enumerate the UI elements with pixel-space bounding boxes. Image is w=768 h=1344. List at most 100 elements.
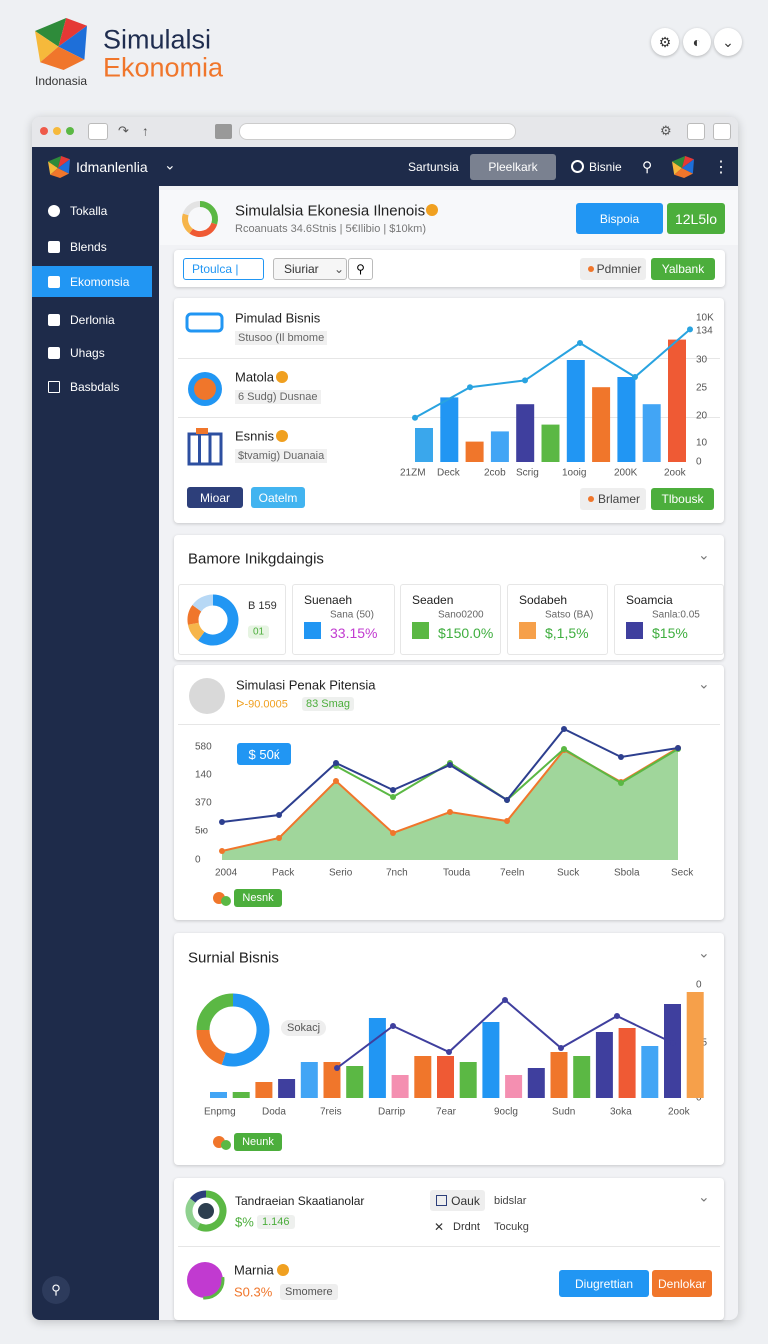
- sidebar-item[interactable]: Basbdals: [70, 380, 120, 394]
- x-tick-label: Darrip: [378, 1106, 406, 1118]
- summary-card: [174, 535, 724, 660]
- x-tick-label: 21ZM: [400, 467, 426, 479]
- filter-action[interactable]: Yalbank: [651, 258, 715, 280]
- y-tick-label: 370: [195, 797, 212, 809]
- site-icon: [215, 124, 232, 139]
- small-button[interactable]: Mioar: [187, 487, 243, 508]
- y-tick-label: 30: [696, 354, 708, 366]
- y-tick-label: 10: [696, 437, 708, 449]
- divider: [178, 724, 720, 725]
- x-tick-label: 2004: [215, 867, 238, 879]
- up-icon: ↑: [142, 123, 149, 139]
- primary-button[interactable]: Bispoia: [576, 203, 663, 234]
- reload-button[interactable]: [88, 123, 108, 140]
- y-tick-label: 140: [195, 769, 212, 781]
- y-tick-label: 10K: [696, 312, 714, 324]
- stat-swatch: [626, 622, 643, 639]
- card-tag[interactable]: Brlamer: [580, 488, 646, 510]
- nav-bar: [32, 147, 738, 186]
- section-title: Tandraeian Skaatianolar: [235, 1194, 365, 1208]
- stat-tile: [292, 584, 395, 655]
- address-bar[interactable]: [239, 123, 516, 140]
- tag-dot: [588, 496, 594, 502]
- divider: [178, 1246, 720, 1247]
- x-tick-label: 2ook: [668, 1106, 690, 1118]
- sidebar-item[interactable]: Uhags: [70, 346, 105, 360]
- top-action[interactable]: ⌄: [714, 28, 742, 56]
- primary-button[interactable]: Diugrettian: [559, 1270, 649, 1297]
- stat-value: $150.0%: [438, 625, 494, 641]
- filter-tag[interactable]: Pdmnier: [580, 258, 646, 280]
- settings-icon: ⚙: [660, 123, 672, 138]
- nav-link[interactable]: Bisnie: [589, 160, 622, 174]
- avatar: [189, 678, 225, 714]
- section-pill: 1.146: [257, 1215, 295, 1229]
- row-title: Marnia: [234, 1262, 274, 1278]
- section-subtitle: ᐅ-90.0005: [236, 698, 288, 711]
- section-chevron: ⌄: [698, 546, 710, 563]
- sidebar-search[interactable]: ⚲: [42, 1276, 70, 1304]
- workspace-chevron: ⌄: [164, 156, 176, 173]
- workspace-name[interactable]: Idmanlenlia: [76, 159, 148, 175]
- close-note: Tocukg: [494, 1221, 529, 1233]
- item-divider: [178, 358, 720, 359]
- logo-facet: [58, 25, 87, 60]
- header-badge: [426, 204, 438, 216]
- header-subtitle: Rcoanuats 34.6Stnis | 5€Ilibio | $10km): [235, 223, 426, 235]
- donut-badge: 01: [248, 625, 270, 639]
- sidebar-icon: [48, 314, 60, 326]
- secondary-button[interactable]: Denlokar: [652, 1270, 712, 1297]
- window-dot: [66, 127, 74, 135]
- small-button[interactable]: Oatelm: [251, 487, 305, 508]
- stat-title: Sodabeh: [519, 593, 568, 607]
- top-action[interactable]: ◐: [683, 28, 711, 56]
- item-badge: [276, 430, 288, 442]
- stat-swatch: [519, 622, 536, 639]
- value-button[interactable]: 12L5lo: [667, 203, 725, 234]
- tab-button[interactable]: [713, 123, 731, 140]
- brand-name: Simulalsi: [103, 24, 212, 55]
- x-tick-label: 2ook: [664, 467, 686, 479]
- share-button[interactable]: [687, 123, 705, 140]
- brand-region: Indonasia: [35, 74, 88, 88]
- donut-label: B 159: [248, 600, 277, 612]
- sidebar-icon: [48, 205, 60, 217]
- filter-select[interactable]: Ptoulca |: [183, 258, 264, 280]
- nav-link[interactable]: Sartunsia: [408, 160, 459, 174]
- y-tick-label: 580: [195, 741, 212, 753]
- item-title: Pimulad Bisnis: [235, 310, 321, 326]
- chip-note: bidslar: [494, 1195, 527, 1207]
- card-action[interactable]: Nesnk: [234, 889, 282, 907]
- y-tick-label: 20: [696, 410, 708, 422]
- top-action[interactable]: ⚙: [651, 28, 679, 56]
- section-badge: 83 Smag: [302, 697, 355, 711]
- nav-button[interactable]: Pleelkark: [470, 154, 556, 180]
- highlight-badge[interactable]: $ 50ќ: [237, 743, 291, 765]
- section-title: Simulasi Penak Pitensia: [236, 677, 376, 693]
- x-tick-label: 2cob: [484, 467, 506, 479]
- filter-dropdown[interactable]: Siuriar: [273, 258, 347, 280]
- window-dot: [53, 127, 61, 135]
- y-tick-label: 0: [696, 1092, 702, 1104]
- sidebar-item[interactable]: Blends: [70, 240, 107, 254]
- sidebar-item[interactable]: Ekomonsia: [70, 275, 130, 289]
- sidebar-icon: [48, 347, 60, 359]
- stat-swatch: [412, 622, 429, 639]
- stat-title: Soamcia: [626, 593, 673, 607]
- x-tick-label: 9oclg: [494, 1106, 518, 1118]
- sidebar-icon: [48, 276, 60, 288]
- menu-icon: ⋮: [713, 159, 729, 176]
- close-label[interactable]: Drdnt: [453, 1221, 480, 1233]
- card-action[interactable]: Tlbousk: [651, 488, 714, 510]
- card-action[interactable]: Neunk: [234, 1133, 282, 1151]
- filter-search[interactable]: ⚲: [348, 258, 373, 280]
- x-tick-label: 7nch: [386, 867, 408, 879]
- sidebar-item[interactable]: Tokalla: [70, 204, 108, 218]
- sidebar-icon: [48, 381, 60, 393]
- x-tick-label: Seck: [671, 867, 694, 879]
- sidebar-item[interactable]: Derlonia: [70, 313, 115, 327]
- y-tick-label: 0: [195, 854, 201, 866]
- stat-subtitle: Satso (BA): [545, 609, 594, 621]
- y-tick-label: 35: [696, 1037, 708, 1049]
- item-subtitle: Stusoo (Il bmome: [235, 331, 328, 345]
